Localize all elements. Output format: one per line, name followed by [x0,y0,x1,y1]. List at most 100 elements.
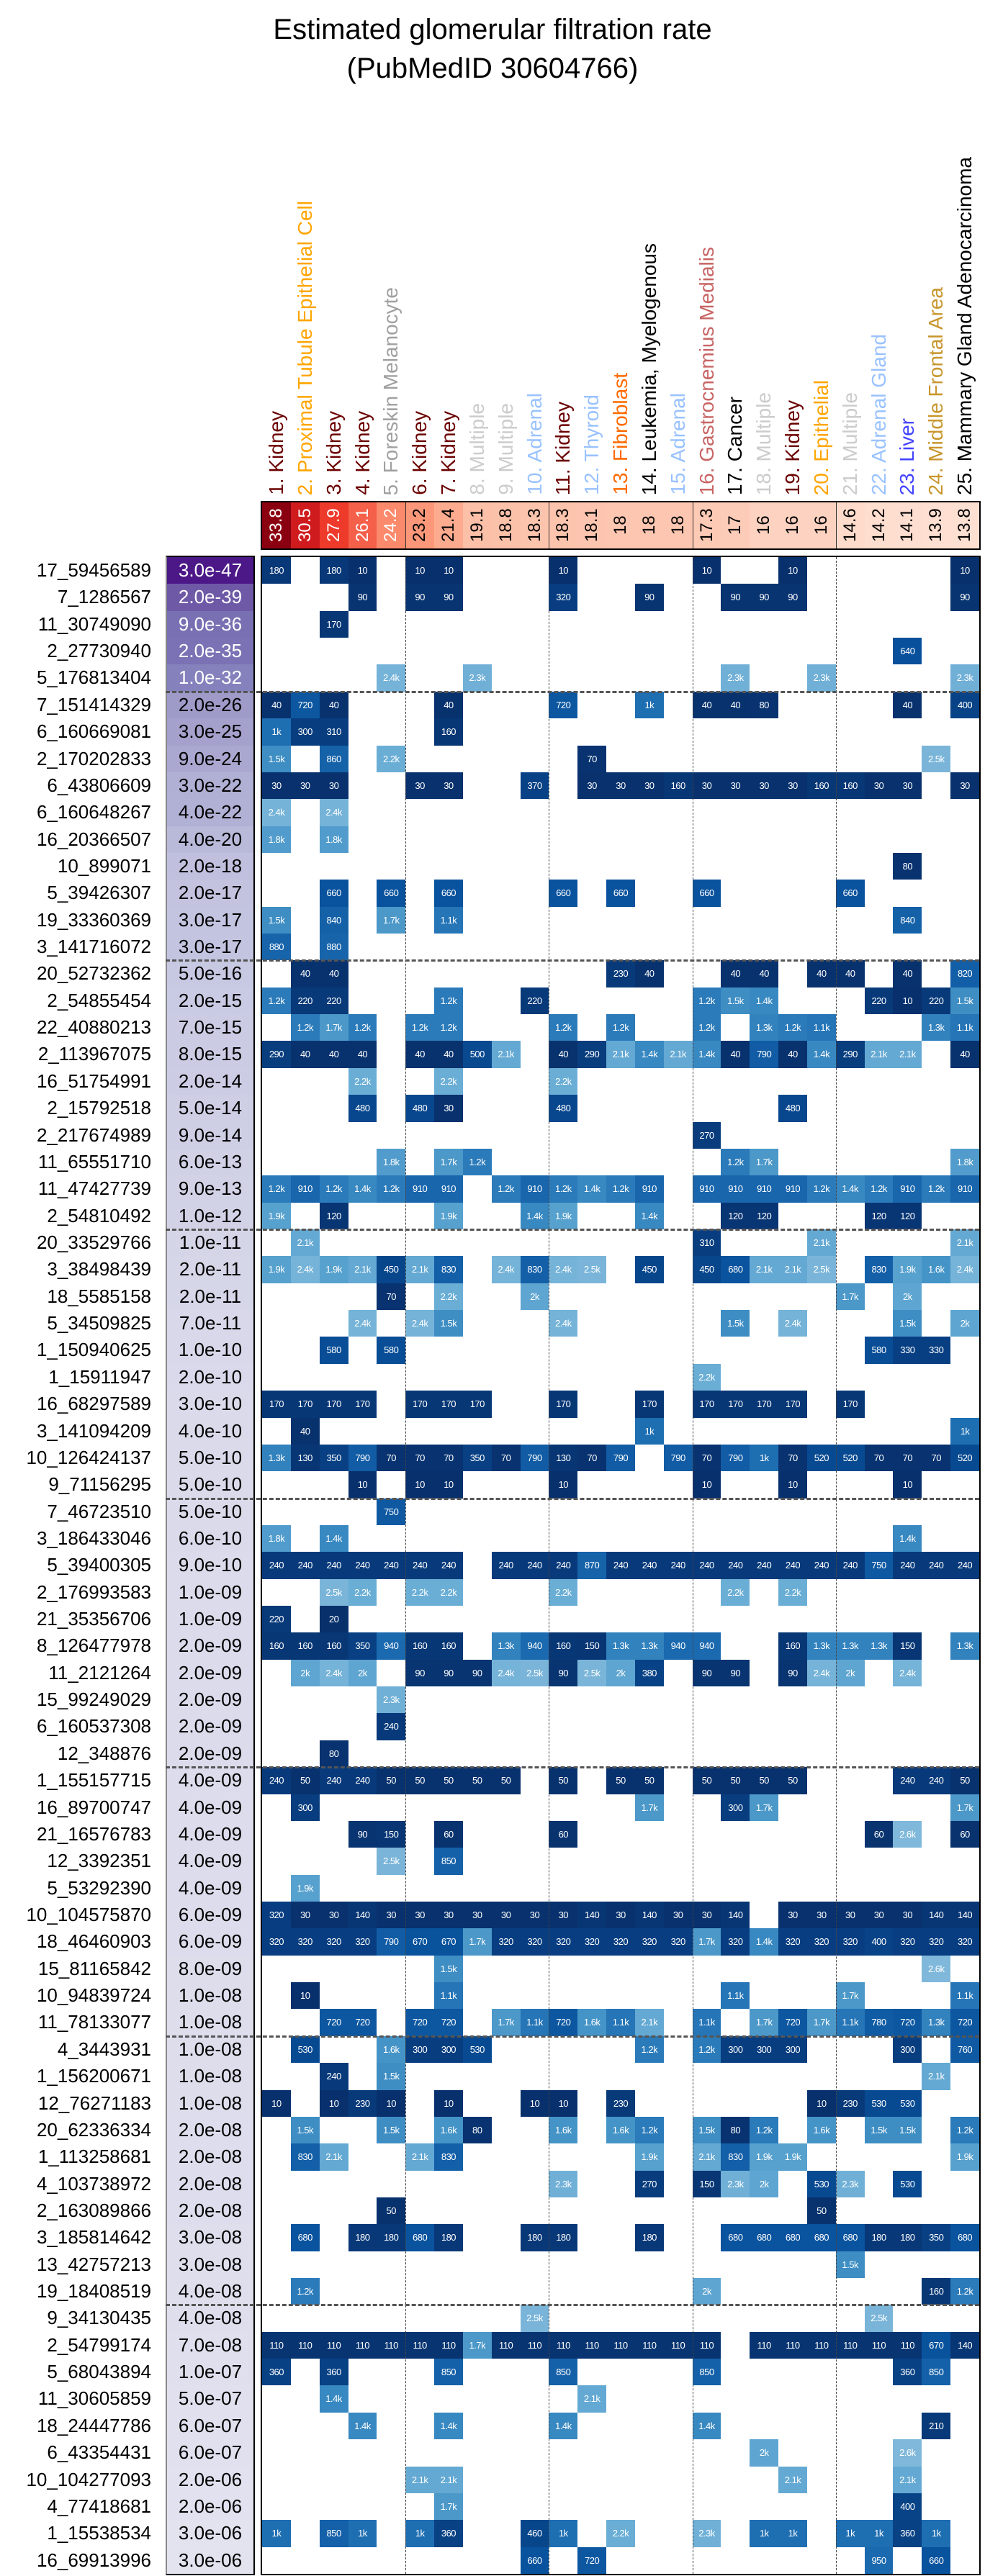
heatmap-cell: 30 [864,1902,894,1929]
heatmap-cell: 660 [434,880,463,907]
heatmap-cell: 10 [520,2089,549,2117]
heatmap-cell: 1.2k [750,2116,779,2144]
heatmap-cell: 30 [606,1902,635,1929]
column-label: 6. Kidney [408,411,431,495]
column-score-cell: 18.3 [549,502,578,548]
heatmap-cell: 300 [750,2035,779,2064]
row-label: 2_54855454 [47,989,151,1011]
heatmap-cell: 1.2k [319,1175,348,1203]
p-value-cell: 2.0e-26 [167,691,253,719]
heatmap-cell: 790 [750,1041,779,1068]
heatmap-cell: 2.1k [405,1256,435,1283]
heatmap-cell: 1.5k [434,1310,463,1337]
heatmap-cell: 110 [520,2331,549,2359]
heatmap-cell: 850 [434,1848,463,1875]
p-value-cell: 7.0e-15 [167,1014,253,1041]
p-value-cell: 2.0e-09 [167,1632,253,1660]
row-label: 2_113967075 [37,1043,151,1065]
p-value-cell: 2.0e-17 [167,880,253,907]
p-value-cell: 1.0e-08 [167,2009,253,2036]
heatmap-cell: 50 [778,1767,807,1794]
heatmap-cell: 140 [348,1902,377,1929]
heatmap-cell: 30 [405,772,435,800]
heatmap-cell: 320 [806,1928,836,1956]
heatmap-cell: 320 [290,1928,320,1956]
heatmap-cell: 10 [348,557,377,584]
row-label: 10_104277093 [26,2468,151,2490]
heatmap-cell: 90 [405,1659,435,1687]
row-label: 2_15792518 [47,1097,151,1119]
heatmap-cell: 1.1k [835,2009,865,2036]
heatmap-cell: 110 [893,2331,922,2359]
heatmap-cell: 1.5k [893,1310,922,1337]
heatmap-cell: 160 [922,2278,951,2305]
heatmap-cell: 10 [377,2089,406,2117]
column-label: 19. Kidney [781,399,804,495]
heatmap-cell: 1.2k [606,1175,635,1203]
p-value-cell: 6.0e-09 [167,1902,253,1929]
heatmap-cell: 160 [663,772,693,800]
heatmap-cell: 40 [290,960,320,988]
row-label: 4_3443931 [57,2038,151,2060]
column-label: 11. Kidney [552,401,575,495]
heatmap-cell: 30 [577,772,607,800]
column-score-cell: 27.9 [319,502,348,548]
heatmap-cell: 1.1k [520,2009,549,2036]
heatmap-cell: 1.7k [434,2493,463,2521]
heatmap-cell: 320 [922,1928,951,1956]
heatmap-cell: 110 [491,2331,521,2359]
heatmap-cell: 1.9k [893,1256,922,1283]
heatmap-cell: 30 [721,772,750,800]
column-score-cell: 16 [806,502,837,548]
heatmap-cell: 1.1k [950,1014,979,1041]
heatmap-cell: 1.5k [377,2063,406,2090]
p-value-cell: 7.0e-08 [167,2331,253,2359]
row-label: 10_126424137 [26,1446,151,1468]
p-value-cell: 4.0e-22 [167,799,253,826]
column-label: 4. Kidney [351,411,374,495]
heatmap-cell: 70 [922,1444,951,1472]
heatmap-cell: 230 [606,960,635,988]
heatmap-cell: 170 [549,1391,578,1418]
heatmap-cell: 230 [606,2089,635,2117]
heatmap-cell: 170 [319,610,348,638]
column-score-label: 14.1 [897,508,917,543]
heatmap-cell: 1.5k [721,1310,750,1337]
row-label: 5_68043894 [47,2361,151,2383]
heatmap-cell: 1.8k [262,1524,291,1553]
row-label: 6_160648267 [36,801,151,823]
heatmap-cell: 50 [405,1767,435,1794]
heatmap-cell: 940 [663,1632,693,1660]
heatmap-cell: 320 [634,1928,664,1956]
heatmap-cell: 110 [434,2331,463,2359]
heatmap-cell: 30 [663,1902,693,1929]
p-value-column: 3.0e-47 2.0e-39 9.0e-36 2.0e-35 1.0e-32 2.0e-… [166,556,255,2575]
heatmap-cell: 2.1k [434,2466,463,2493]
heatmap-cell: 1.2k [262,1175,291,1203]
heatmap-cell: 180 [549,2224,578,2251]
row-label: 20_52732362 [36,962,151,985]
row-label: 16_20366507 [36,828,151,850]
column-score-cell: 33.8 [262,502,292,548]
heatmap-cell: 30 [692,1902,721,1929]
heatmap-cell: 30 [893,772,922,800]
heatmap-cell: 150 [893,1632,922,1660]
p-value-cell: 2.0e-09 [167,1659,253,1687]
p-value-cell: 2.0e-08 [167,2116,253,2144]
heatmap-cell: 1.2k [692,1014,721,1041]
chart-title-line1: Estimated glomerular filtration rate [273,14,712,45]
heatmap-cell: 230 [835,2089,865,2117]
heatmap-cell: 530 [893,2170,922,2197]
column-score-label: 13.9 [926,508,946,543]
column-score-cell: 14.6 [835,502,865,548]
heatmap-cell: 680 [721,1256,750,1283]
heatmap-cell: 2.1k [893,1041,922,1068]
heatmap-cell: 30 [634,772,664,800]
row-label: 5_34509825 [47,1312,151,1334]
heatmap-cell: 10 [348,1471,377,1499]
heatmap-cell: 40 [434,1041,463,1068]
row-label: 8_126477978 [36,1635,151,1657]
heatmap-cell: 1.1k [950,1982,979,2010]
column-score-label: 21.4 [438,508,459,543]
heatmap-cell: 30 [434,1095,463,1122]
